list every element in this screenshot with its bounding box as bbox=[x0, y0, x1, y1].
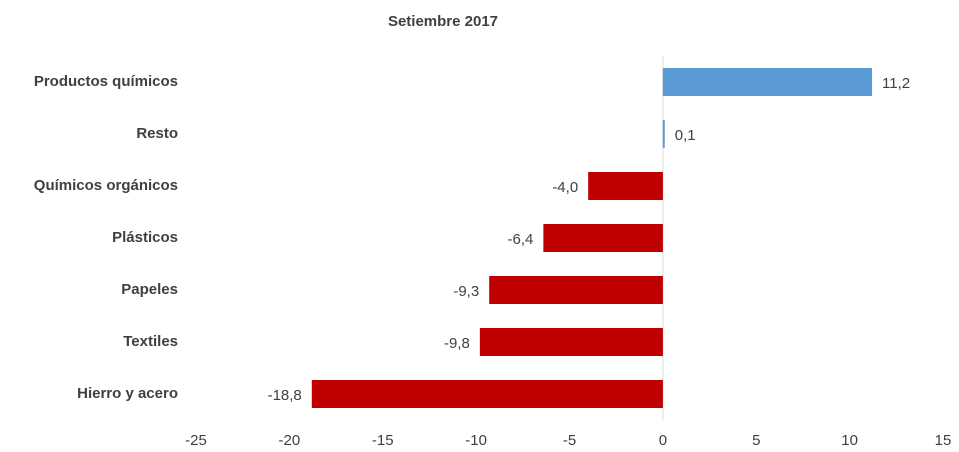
x-tick-label: -5 bbox=[563, 432, 576, 449]
bar bbox=[588, 172, 663, 200]
x-tick-label: 15 bbox=[935, 432, 952, 449]
y-tick-label: Plásticos bbox=[112, 229, 178, 246]
data-label: 0,1 bbox=[675, 127, 696, 144]
data-label: 11,2 bbox=[882, 75, 910, 92]
x-tick-label: -15 bbox=[372, 432, 394, 449]
x-tick-label: 0 bbox=[659, 432, 667, 449]
x-tick-label: 5 bbox=[752, 432, 760, 449]
data-label: -18,8 bbox=[268, 387, 302, 404]
data-label: -9,3 bbox=[453, 283, 479, 300]
data-label: -9,8 bbox=[444, 335, 470, 352]
bar bbox=[479, 328, 663, 356]
bar bbox=[543, 224, 663, 252]
y-tick-label: Hierro y acero bbox=[77, 385, 178, 402]
bar bbox=[662, 68, 873, 96]
y-tick-label: Textiles bbox=[123, 333, 178, 350]
y-tick-label: Químicos orgánicos bbox=[34, 177, 178, 194]
y-tick-label: Productos químicos bbox=[34, 73, 178, 90]
chart-title: Setiembre 2017 bbox=[388, 13, 498, 30]
data-label: -4,0 bbox=[552, 179, 578, 196]
x-tick-label: -25 bbox=[185, 432, 207, 449]
x-tick-label: 10 bbox=[841, 432, 858, 449]
bar bbox=[662, 120, 665, 148]
bar bbox=[311, 380, 663, 408]
y-tick-label: Resto bbox=[136, 125, 178, 142]
data-label: -6,4 bbox=[507, 231, 533, 248]
bar bbox=[489, 276, 663, 304]
x-tick-label: -10 bbox=[465, 432, 487, 449]
y-tick-label: Papeles bbox=[121, 281, 178, 298]
x-tick-label: -20 bbox=[279, 432, 301, 449]
